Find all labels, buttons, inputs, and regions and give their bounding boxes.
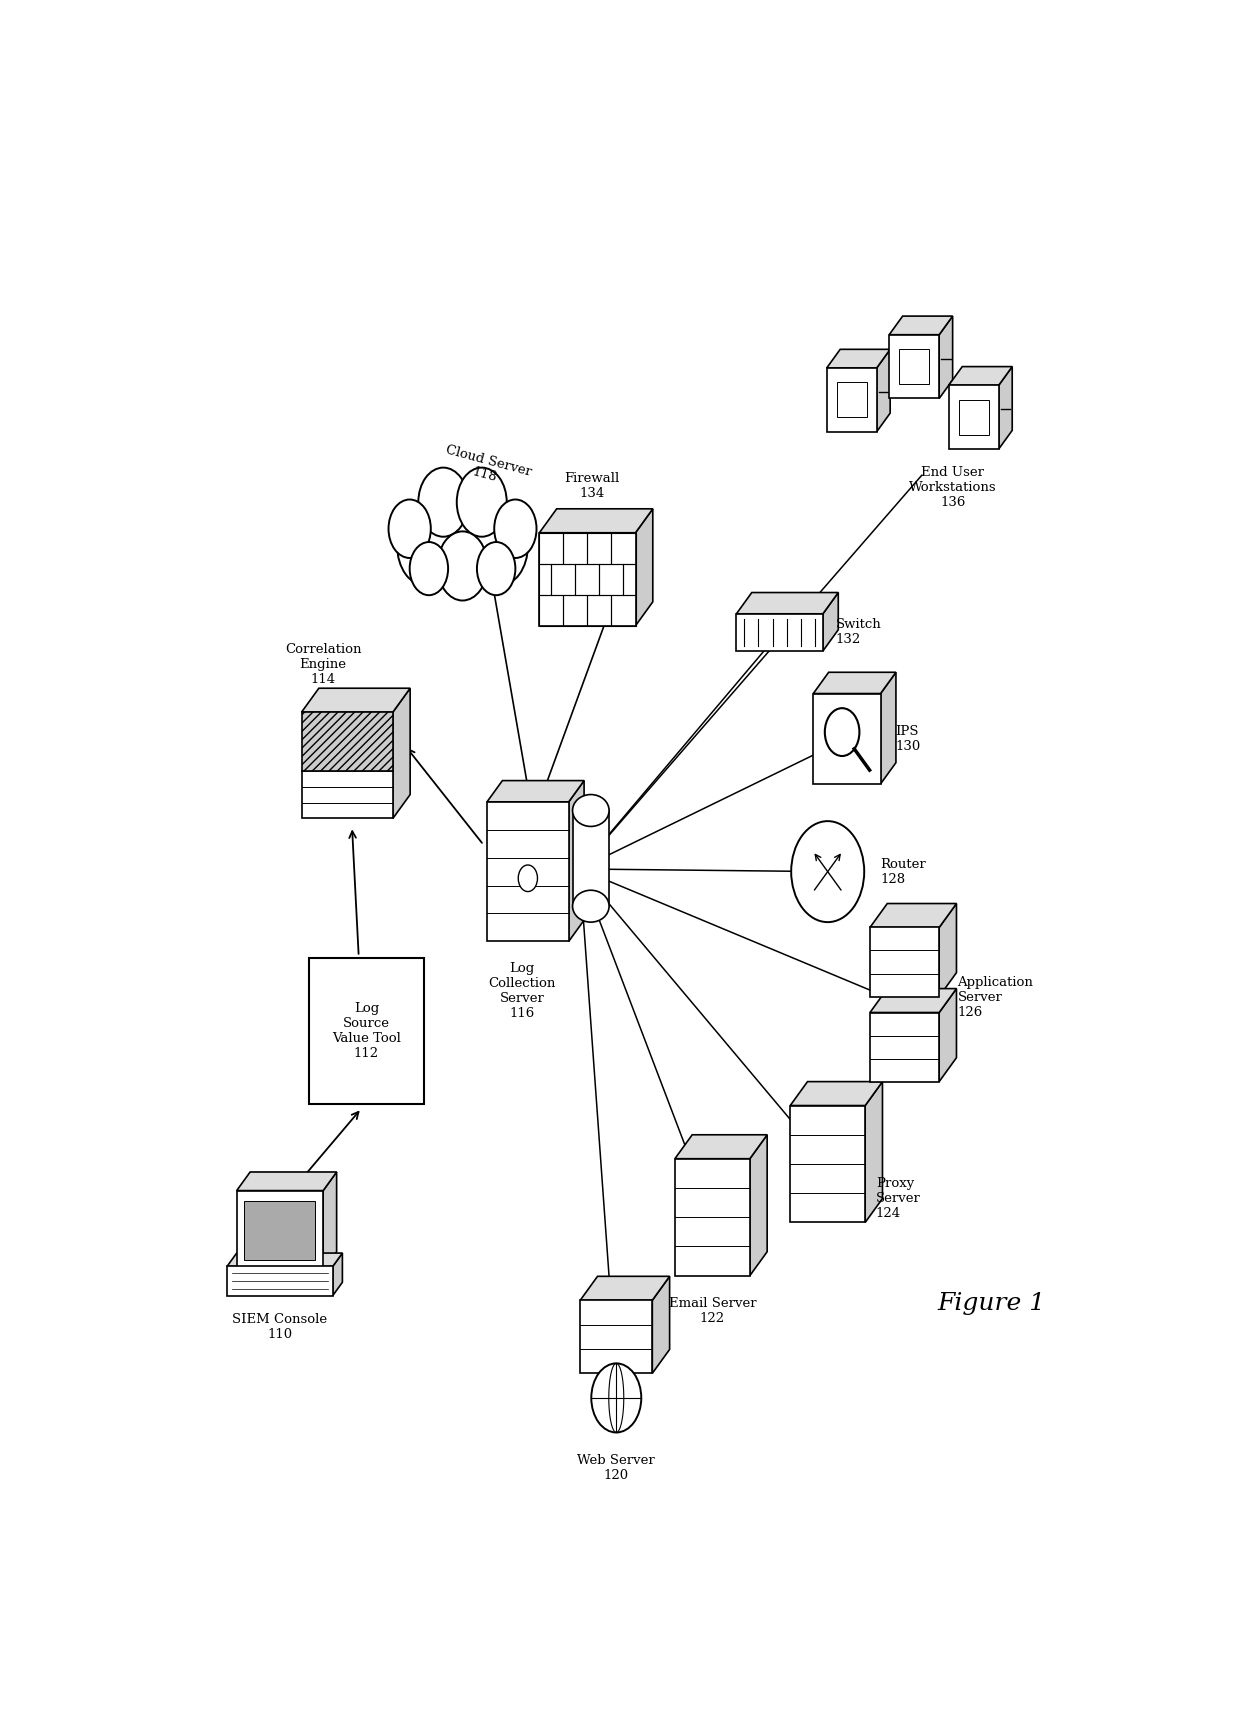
Text: IPS
130: IPS 130 xyxy=(895,725,920,753)
Bar xyxy=(899,349,929,385)
Polygon shape xyxy=(580,1276,670,1300)
Polygon shape xyxy=(998,366,1012,449)
Bar xyxy=(580,1300,652,1374)
Polygon shape xyxy=(393,689,410,818)
Polygon shape xyxy=(750,1134,768,1276)
Polygon shape xyxy=(949,366,1012,385)
Polygon shape xyxy=(790,1082,883,1106)
Bar xyxy=(539,564,552,595)
Text: Application
Server
126: Application Server 126 xyxy=(957,977,1033,1020)
Polygon shape xyxy=(332,1253,342,1296)
Text: Web Server
120: Web Server 120 xyxy=(578,1453,655,1481)
Text: Email Server
122: Email Server 122 xyxy=(668,1296,756,1326)
Ellipse shape xyxy=(573,891,609,922)
Circle shape xyxy=(518,865,537,892)
Circle shape xyxy=(409,542,448,595)
Polygon shape xyxy=(227,1253,342,1267)
Polygon shape xyxy=(880,673,897,784)
Circle shape xyxy=(388,499,430,557)
Polygon shape xyxy=(237,1172,336,1191)
Bar xyxy=(870,1013,939,1082)
Bar xyxy=(237,1191,324,1270)
Text: Switch
132: Switch 132 xyxy=(836,618,882,647)
Polygon shape xyxy=(889,316,952,335)
Polygon shape xyxy=(870,989,956,1013)
Bar xyxy=(624,564,635,595)
Text: End User
Workstations
136: End User Workstations 136 xyxy=(909,466,997,509)
Polygon shape xyxy=(324,1172,336,1270)
Circle shape xyxy=(591,1364,641,1433)
Bar xyxy=(563,595,588,627)
Polygon shape xyxy=(877,349,890,432)
Polygon shape xyxy=(827,349,890,368)
Text: Log
Source
Value Tool
112: Log Source Value Tool 112 xyxy=(332,1003,401,1060)
Polygon shape xyxy=(737,592,838,614)
Circle shape xyxy=(825,708,859,756)
Polygon shape xyxy=(870,903,956,927)
Bar xyxy=(552,564,575,595)
Polygon shape xyxy=(539,509,652,533)
Bar xyxy=(539,533,563,564)
Bar xyxy=(837,381,867,418)
Text: Correlation
Engine
114: Correlation Engine 114 xyxy=(285,642,361,685)
Polygon shape xyxy=(675,1134,768,1158)
Circle shape xyxy=(418,468,469,537)
Bar xyxy=(487,803,569,941)
Text: Proxy
Server
124: Proxy Server 124 xyxy=(875,1177,920,1220)
Bar xyxy=(611,533,635,564)
Polygon shape xyxy=(939,989,956,1082)
Bar xyxy=(301,713,393,770)
Bar xyxy=(301,770,393,818)
Bar xyxy=(790,1106,866,1222)
Polygon shape xyxy=(939,316,952,399)
Polygon shape xyxy=(569,780,584,941)
Polygon shape xyxy=(823,592,838,651)
Bar xyxy=(611,595,635,627)
Circle shape xyxy=(427,487,498,587)
Bar xyxy=(539,533,636,627)
Polygon shape xyxy=(939,903,956,996)
Bar xyxy=(575,564,599,595)
Polygon shape xyxy=(866,1082,883,1222)
Bar xyxy=(563,533,588,564)
Bar xyxy=(309,958,424,1105)
Text: Cloud Server
118: Cloud Server 118 xyxy=(440,444,533,494)
Bar xyxy=(675,1158,750,1276)
Bar xyxy=(588,595,611,627)
Circle shape xyxy=(791,822,864,922)
Bar xyxy=(227,1267,332,1296)
Circle shape xyxy=(470,506,528,585)
Bar xyxy=(244,1201,315,1260)
Bar xyxy=(870,927,939,996)
Bar xyxy=(737,614,823,651)
Polygon shape xyxy=(301,689,410,713)
Bar xyxy=(588,533,611,564)
Text: Log
Collection
Server
116: Log Collection Server 116 xyxy=(489,961,556,1020)
Text: Firewall
134: Firewall 134 xyxy=(564,471,620,499)
Polygon shape xyxy=(652,1276,670,1374)
Bar xyxy=(599,564,624,595)
Bar xyxy=(573,811,609,906)
Circle shape xyxy=(438,532,487,601)
Circle shape xyxy=(456,468,507,537)
Text: Figure 1: Figure 1 xyxy=(937,1293,1045,1315)
Circle shape xyxy=(397,506,455,585)
Text: Router
128: Router 128 xyxy=(880,858,926,885)
Polygon shape xyxy=(813,673,897,694)
Polygon shape xyxy=(487,780,584,803)
Ellipse shape xyxy=(573,794,609,827)
Bar xyxy=(813,694,880,784)
Polygon shape xyxy=(635,509,652,627)
Text: SIEM Console
110: SIEM Console 110 xyxy=(232,1313,327,1341)
Circle shape xyxy=(477,542,516,595)
Bar xyxy=(949,385,998,449)
Bar xyxy=(539,595,563,627)
Circle shape xyxy=(495,499,537,557)
Bar xyxy=(889,335,939,399)
Bar xyxy=(959,399,988,435)
Bar xyxy=(827,368,877,432)
